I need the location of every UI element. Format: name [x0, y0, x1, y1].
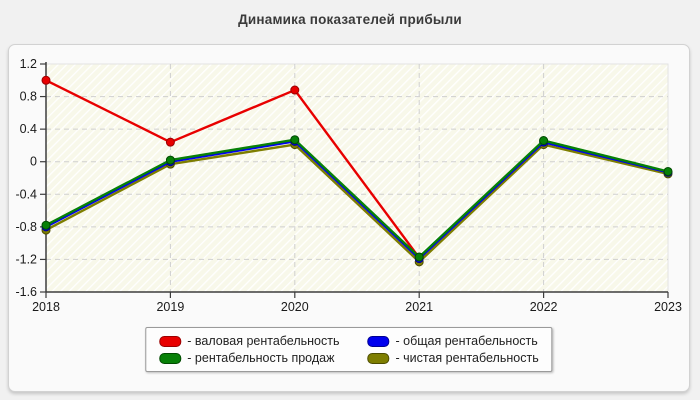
- chart-panel: 1.2 0.8 0.4 0 -0.4 -0.8 -1.2 -1.6 2018 2019 2020 20…: [8, 44, 690, 392]
- series-marker-0: [290, 85, 300, 95]
- series-line-2: [45, 138, 669, 259]
- series-marker-0: [165, 137, 175, 147]
- y-axis-tick-label: -0.8: [15, 220, 37, 234]
- legend-label: - чистая рентабельность: [395, 351, 539, 365]
- x-axis-tick-label: 2018: [32, 300, 60, 314]
- y-axis-tick-label: -1.2: [15, 252, 37, 266]
- series-line-0: [45, 79, 421, 259]
- x-axis-tick-label: 2019: [156, 300, 184, 314]
- legend-item-1: - общая рентабельность: [367, 334, 539, 348]
- series-marker-2: [539, 136, 549, 146]
- series-marker-2: [663, 166, 673, 176]
- series-marker-2: [414, 252, 424, 262]
- series-marker-2: [165, 155, 175, 165]
- x-axis-tick-label: 2023: [654, 300, 682, 314]
- series-marker-2: [41, 220, 51, 230]
- legend-item-2: - рентабельность продаж: [159, 351, 339, 365]
- legend-swatch-icon: [159, 335, 182, 347]
- legend-item-3: - чистая рентабельность: [367, 351, 539, 365]
- legend-label: - общая рентабельность: [395, 334, 538, 348]
- series-line-3: [45, 143, 669, 264]
- legend-label: - валовая рентабельность: [187, 334, 340, 348]
- y-axis-tick-label: -1.6: [15, 285, 37, 299]
- y-axis-tick-label: 1.2: [20, 57, 37, 71]
- legend-swatch-icon: [367, 335, 390, 347]
- legend-swatch-icon: [367, 352, 390, 364]
- chart-title: Динамика показателей прибыли: [238, 12, 462, 27]
- plot-background: [45, 63, 669, 293]
- x-axis-tick-label: 2022: [530, 300, 558, 314]
- chart-legend: - валовая рентабельность - общая рентабел…: [145, 327, 553, 372]
- legend-swatch-icon: [159, 352, 182, 364]
- legend-label: - рентабельность продаж: [187, 351, 335, 365]
- y-axis-tick-label: 0.8: [20, 90, 37, 104]
- x-axis-tick-label: 2021: [405, 300, 433, 314]
- y-axis-tick-label: 0.4: [20, 122, 37, 136]
- x-axis-tick-label: 2020: [281, 300, 309, 314]
- series-marker-2: [290, 135, 300, 145]
- y-axis-tick-label: -0.4: [15, 187, 37, 201]
- series-marker-0: [41, 75, 51, 85]
- y-axis-tick-label: 0: [30, 155, 37, 169]
- legend-item-0: - валовая рентабельность: [159, 334, 340, 348]
